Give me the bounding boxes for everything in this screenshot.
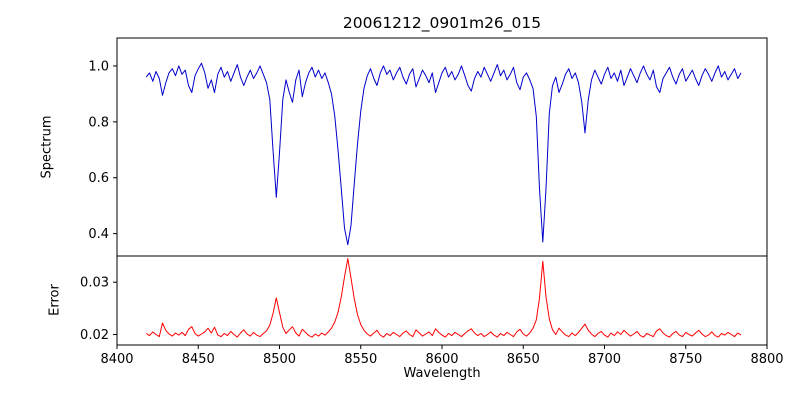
chart-title: 20061212_0901m26_015 — [342, 14, 542, 32]
y-tick-label: 0.8 — [88, 115, 109, 130]
y-tick-label: 0.03 — [80, 276, 109, 291]
error-line — [146, 258, 742, 338]
x-tick-label: 8450 — [182, 352, 215, 367]
x-tick-label: 8700 — [588, 352, 621, 367]
x-tick-label: 8750 — [669, 352, 702, 367]
y-tick-label: 0.4 — [88, 227, 109, 242]
x-tick-label: 8500 — [263, 352, 296, 367]
x-tick-label: 8550 — [344, 352, 377, 367]
spectrum-panel-frame — [116, 37, 768, 257]
spectrum-line — [145, 62, 742, 246]
wavelength-x-axis-label: Wavelength — [403, 366, 481, 381]
x-tick-label: 8400 — [100, 352, 133, 367]
x-tick-label: 8800 — [750, 352, 783, 367]
x-tick-label: 8650 — [507, 352, 540, 367]
y-tick-label: 0.6 — [88, 171, 109, 186]
y-tick-label: 1.0 — [88, 59, 109, 74]
x-tick-label: 8600 — [425, 352, 458, 367]
y-tick-label: 0.02 — [80, 328, 109, 343]
error-panel-frame — [116, 255, 768, 346]
